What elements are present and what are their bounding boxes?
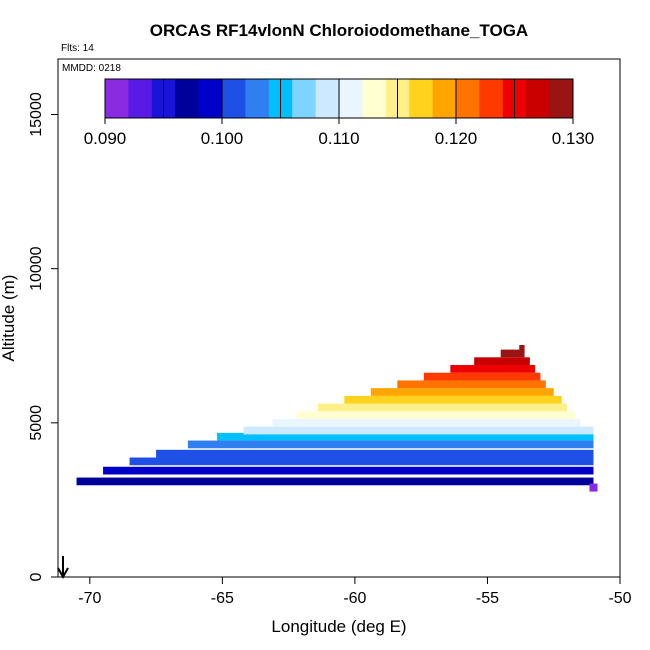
data-cell bbox=[217, 432, 594, 441]
flights-label: Flts: 14 bbox=[61, 43, 94, 54]
colorbar-segment bbox=[479, 79, 504, 118]
x-tick-label: -70 bbox=[78, 590, 101, 607]
colorbar-segment bbox=[339, 79, 363, 118]
data-point-marker bbox=[589, 483, 598, 492]
data-cell bbox=[187, 440, 594, 449]
colorbar-tick-label: 0.120 bbox=[435, 129, 478, 148]
chart-title: ORCAS RF14vlonN Chloroiodomethane_TOGA bbox=[150, 21, 528, 40]
plot-frame bbox=[57, 58, 621, 578]
colorbar-segment bbox=[245, 79, 270, 118]
colorbar-segment bbox=[409, 79, 434, 118]
data-cell bbox=[474, 357, 530, 366]
x-tick-label: -50 bbox=[608, 590, 631, 607]
data-cell bbox=[103, 466, 594, 475]
data-cell bbox=[344, 395, 562, 404]
data-cell bbox=[243, 426, 594, 435]
colorbar-segment bbox=[526, 79, 551, 118]
x-tick-label: -65 bbox=[211, 590, 234, 607]
date-label: MMDD: 0218 bbox=[62, 63, 121, 74]
data-cell bbox=[129, 457, 594, 466]
colorbar-segment bbox=[549, 79, 574, 118]
colorbar-segment bbox=[456, 79, 480, 118]
data-cell bbox=[519, 344, 525, 353]
x-axis-label: Longitude (deg E) bbox=[271, 617, 406, 636]
data-cell bbox=[500, 349, 525, 358]
colorbar-tick-label: 0.100 bbox=[201, 129, 244, 148]
data-cell bbox=[370, 388, 554, 396]
colorbar-tick-label: 0.090 bbox=[84, 129, 127, 148]
y-tick-label: 15000 bbox=[28, 92, 45, 137]
colorbar-segment bbox=[292, 79, 317, 118]
colorbar-segment bbox=[175, 79, 200, 118]
colorbar-segment bbox=[432, 79, 457, 118]
data-cell bbox=[317, 403, 567, 412]
x-tick-label: -55 bbox=[476, 590, 499, 607]
data-cell bbox=[272, 418, 581, 427]
y-tick-label: 5000 bbox=[28, 405, 45, 441]
data-cell bbox=[76, 477, 594, 486]
colorbar: 0.090 0.100 0.110 0.120 0.130 bbox=[84, 78, 595, 148]
y-tick-label: 10000 bbox=[28, 246, 45, 291]
data-cell bbox=[296, 411, 575, 419]
data-cells bbox=[76, 344, 598, 492]
data-cell bbox=[397, 380, 546, 389]
colorbar-tick-label: 0.110 bbox=[318, 129, 359, 148]
data-cell bbox=[156, 449, 594, 458]
colorbar-segment bbox=[362, 79, 387, 118]
colorbar-segment bbox=[128, 79, 153, 118]
colorbar-segment bbox=[315, 79, 340, 118]
colorbar-segment bbox=[222, 79, 246, 118]
y-axis-label: Altitude (m) bbox=[0, 275, 18, 362]
x-axis: -70 -65 -60 -55 -50 bbox=[78, 577, 632, 607]
colorbar-segment bbox=[198, 79, 223, 118]
y-axis: 0 5000 10000 15000 bbox=[28, 92, 58, 581]
data-cell bbox=[423, 372, 541, 381]
data-cell bbox=[450, 365, 536, 373]
x-tick-label: -60 bbox=[343, 590, 366, 607]
colorbar-tick-label: 0.130 bbox=[552, 129, 595, 148]
colorbar-segment bbox=[105, 79, 129, 118]
down-arrow-icon bbox=[57, 556, 69, 580]
y-tick-label: 0 bbox=[28, 572, 45, 581]
